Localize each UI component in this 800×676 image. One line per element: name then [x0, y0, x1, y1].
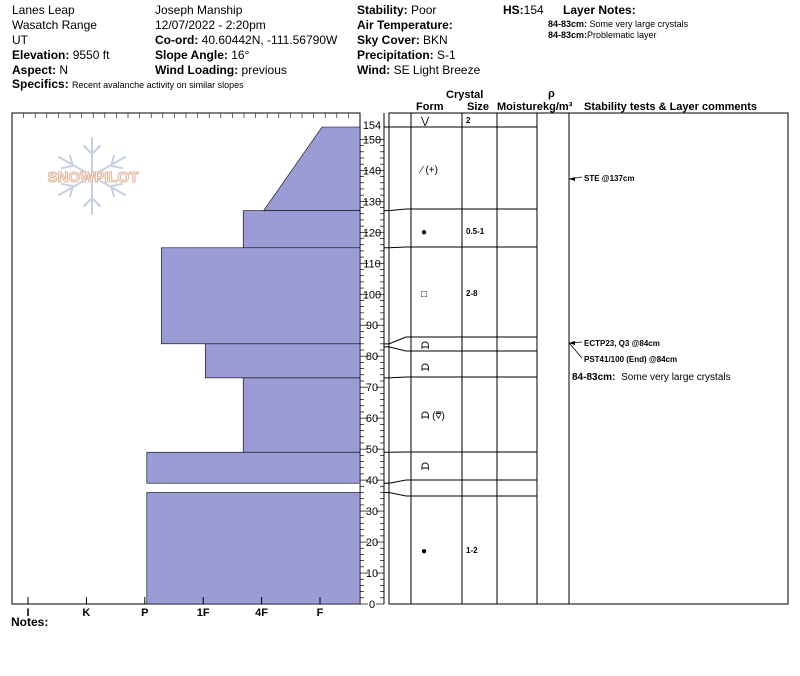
test-label: STE @137cm: [584, 174, 635, 183]
sky-cover: Sky Cover: BKN: [357, 33, 448, 47]
range: Wasatch Range: [12, 18, 97, 32]
height-tick-label: 120: [363, 227, 381, 239]
height-tick-label: 80: [366, 351, 378, 363]
coordinates: Co-ord: 40.60442N, -111.56790W: [155, 33, 338, 47]
location: Lanes Leap: [12, 3, 75, 17]
aspect: Aspect: N: [12, 63, 69, 77]
layer-connector: [384, 491, 411, 497]
hardness-bar: [161, 247, 361, 345]
precipitation: Precipitation: S-1: [357, 48, 456, 62]
hardness-bar: [146, 492, 361, 605]
stability: Stability: Poor: [357, 3, 437, 17]
layer-connector: [384, 346, 411, 352]
arrow-icon: [569, 177, 575, 181]
comments-header: Stability tests & Layer comments: [584, 101, 757, 113]
grain-size: 0.5-1: [466, 227, 485, 236]
grain-form: ᗩ (⩢): [421, 411, 445, 422]
grain-form: ⁄ (+): [418, 165, 438, 176]
crystal-header: Crystal: [446, 89, 483, 101]
hardness-tick-label: 4F: [255, 607, 268, 619]
grain-size: 2-8: [466, 289, 478, 298]
form-header: Form: [416, 101, 444, 113]
height-tick-label: 30: [366, 506, 378, 518]
size-header: Size: [467, 101, 489, 113]
layer-note-2: 84-83cm:Problematic layer: [548, 30, 657, 40]
height-tick-label: 130: [363, 196, 381, 208]
hardness-tick-label: 1F: [197, 607, 210, 619]
moisture-header: Moisture: [497, 101, 543, 113]
datetime: 12/07/2022 - 2:20pm: [155, 18, 266, 32]
layer-note-1: 84-83cm: Some very large crystals: [548, 19, 689, 29]
hardness-axis: I K P 1F 4F F: [11, 113, 349, 619]
height-tick-label: 20: [366, 537, 378, 549]
height-tick-label: 140: [363, 165, 381, 177]
slope-angle: Slope Angle: 16°: [155, 48, 250, 62]
hardness-bar: [242, 377, 361, 453]
density-unit-header: kg/m³: [543, 101, 573, 113]
grain-size: 1-2: [466, 546, 478, 555]
crystal-table: [388, 112, 789, 605]
layer-connector: [384, 208, 411, 212]
hardness-bars: [146, 126, 361, 605]
hardness-bar: [242, 210, 361, 249]
layer-notes-title: Layer Notes:: [563, 3, 636, 17]
hardness-tick-label: F: [317, 607, 324, 619]
layer-connector: [384, 376, 411, 379]
air-temperature: Air Temperature:: [357, 18, 453, 32]
height-tick-label: 110: [363, 258, 381, 270]
wind: Wind: SE Light Breeze: [357, 63, 481, 77]
grain-form: ●: [421, 227, 427, 238]
test-label: ECTP23, Q3 @84cm: [584, 339, 660, 348]
height-tick-label: 10: [366, 568, 378, 580]
grain-form: ᗩ: [421, 341, 429, 352]
state: UT: [12, 33, 28, 47]
layer-comment: 84-83cm: Some very large crystals: [572, 372, 731, 383]
layer-connector: [384, 479, 411, 484]
table-frame: [388, 112, 789, 605]
observer: Joseph Manship: [155, 3, 243, 17]
hardness-tick-label: P: [141, 607, 148, 619]
height-tick-label: 90: [366, 320, 378, 332]
layer-connector: [384, 336, 411, 345]
grain-form: ⋁: [420, 116, 430, 127]
grain-form: ᗩ: [421, 462, 429, 473]
grain-size: 2: [466, 116, 471, 125]
watermark-text: SNOWPILOT: [48, 169, 139, 186]
grain-form: ●: [421, 546, 427, 557]
height-tick-label: 150: [363, 134, 381, 146]
height-tick-label: 100: [363, 289, 381, 301]
hardness-bar: [204, 343, 361, 379]
snowpilot-watermark: SNOWPILOT: [47, 137, 139, 215]
hardness-bar: [263, 126, 361, 211]
height-axis: 0 10 20 30 40 50 60 70 80 90 100 110 120 130 140 150 154: [360, 113, 385, 611]
wind-loading: Wind Loading: previous: [155, 63, 287, 77]
height-tick-label: 60: [366, 413, 378, 425]
layer-connector: [384, 246, 411, 249]
hardness-tick-label: I: [26, 607, 29, 619]
hardness-bar: [359, 483, 360, 493]
grain-form: □: [421, 289, 427, 300]
height-tick-label: 70: [366, 382, 378, 394]
height-tick-label: 40: [366, 475, 378, 487]
height-tick-label: 0: [369, 599, 375, 611]
test-pointer: [568, 342, 583, 359]
notes-label: Notes:: [11, 615, 48, 629]
hardness-tick-label: K: [82, 607, 90, 619]
stability-tests: STE @137cm ECTP23, Q3 @84cm PST41/100 (End…: [568, 174, 677, 364]
snow-height: HS:154: [503, 3, 544, 17]
elevation: Elevation: 9550 ft: [12, 48, 110, 62]
hardness-bar: [146, 451, 361, 484]
rho-header: ρ: [548, 88, 555, 100]
test-label: PST41/100 (End) @84cm: [584, 355, 677, 364]
arrow-icon: [569, 341, 575, 345]
grain-form: ᗩ: [421, 363, 429, 374]
height-tick-label: 50: [366, 444, 378, 456]
snowflake-icon: [58, 137, 126, 215]
height-tick-label: 154: [363, 120, 381, 132]
specifics: Specifics: Recent avalanche activity on …: [12, 77, 244, 91]
